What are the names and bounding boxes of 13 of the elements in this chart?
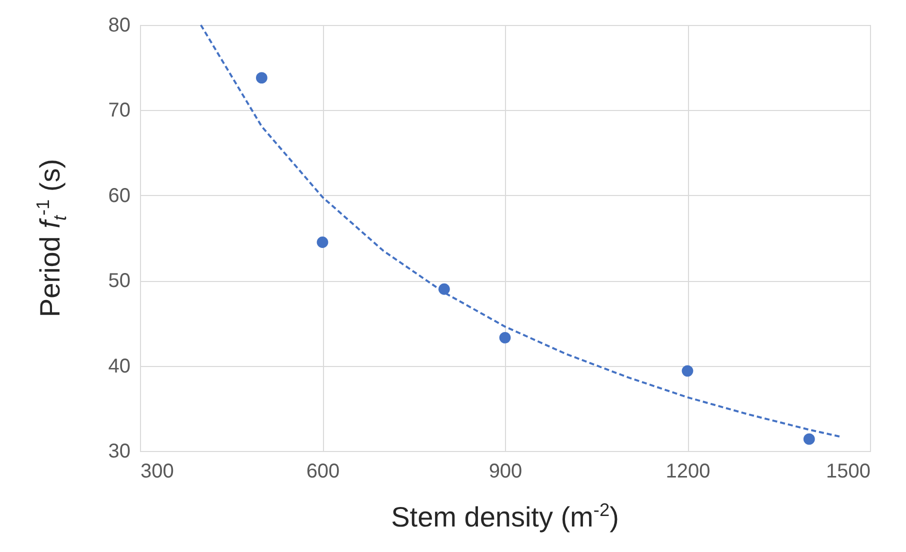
x-tick-label: 600 — [306, 460, 340, 482]
y-tick-label: 60 — [108, 184, 130, 207]
x-tick-label: 1200 — [666, 460, 710, 482]
x-axis-title: Stem density (m$^{-2}$) — [390, 500, 620, 534]
x-tick-label: 1500 — [826, 460, 870, 482]
y-tick-label: 70 — [108, 100, 130, 122]
line-series — [200, 24, 841, 438]
y-tick-label: 30 — [108, 440, 130, 462]
y-tick-label: 50 — [108, 270, 130, 292]
x-tick-label: 900 — [488, 460, 522, 482]
y-tick-label: 80 — [108, 14, 130, 36]
x-tick-label: 300 — [140, 460, 174, 482]
y-tick-label: 40 — [108, 355, 130, 378]
